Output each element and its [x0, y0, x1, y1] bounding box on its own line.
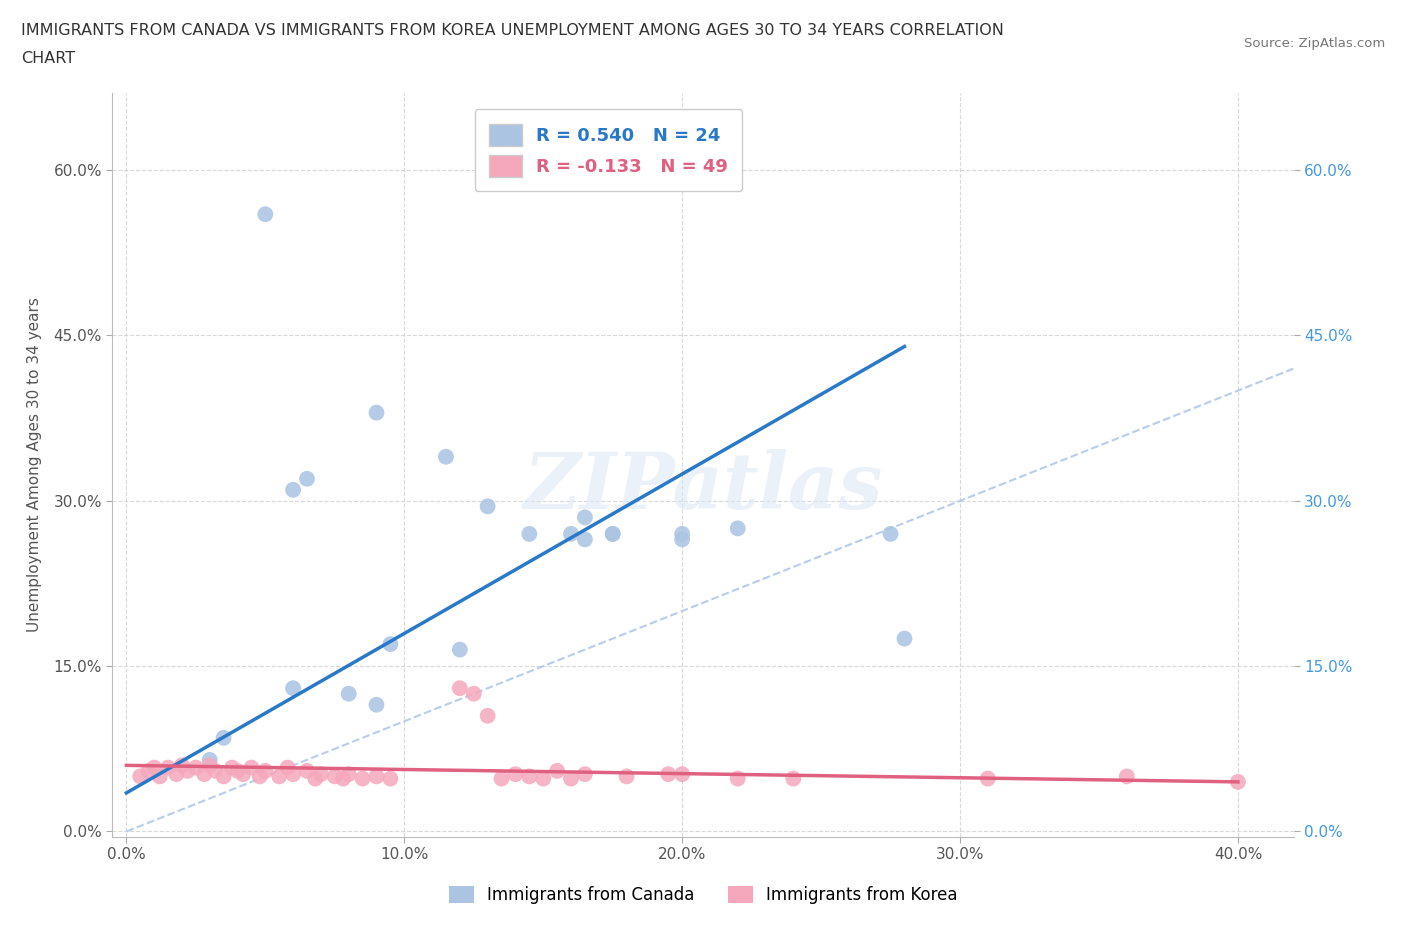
Point	[727, 521, 749, 536]
Text: IMMIGRANTS FROM CANADA VS IMMIGRANTS FROM KOREA UNEMPLOYMENT AMONG AGES 30 TO 34: IMMIGRANTS FROM CANADA VS IMMIGRANTS FRO…	[21, 23, 1004, 38]
Point	[157, 760, 180, 775]
Point	[574, 510, 596, 525]
Point	[198, 758, 221, 773]
Point	[463, 686, 485, 701]
Text: CHART: CHART	[21, 51, 75, 66]
Point	[477, 498, 499, 513]
Point	[602, 526, 624, 541]
Point	[560, 771, 582, 786]
Point	[1226, 775, 1249, 790]
Point	[281, 681, 304, 696]
Point	[491, 771, 513, 786]
Point	[879, 526, 901, 541]
Point	[352, 771, 374, 786]
Point	[221, 760, 243, 775]
Point	[232, 766, 254, 781]
Point	[269, 769, 291, 784]
Point	[143, 760, 166, 775]
Point	[671, 526, 693, 541]
Point	[366, 769, 388, 784]
Point	[170, 758, 193, 773]
Point	[212, 769, 235, 784]
Point	[977, 771, 1000, 786]
Point	[176, 764, 198, 778]
Point	[1115, 769, 1137, 784]
Point	[204, 764, 226, 778]
Point	[249, 769, 271, 784]
Point	[332, 771, 354, 786]
Point	[531, 771, 554, 786]
Point	[281, 483, 304, 498]
Point	[138, 764, 160, 778]
Point	[602, 526, 624, 541]
Point	[505, 766, 527, 781]
Point	[281, 766, 304, 781]
Point	[184, 760, 207, 775]
Point	[574, 766, 596, 781]
Point	[517, 769, 540, 784]
Point	[671, 532, 693, 547]
Text: ZIPatlas: ZIPatlas	[523, 449, 883, 525]
Point	[616, 769, 638, 784]
Point	[337, 766, 360, 781]
Legend: Immigrants from Canada, Immigrants from Korea: Immigrants from Canada, Immigrants from …	[441, 879, 965, 910]
Point	[893, 631, 915, 646]
Point	[304, 771, 326, 786]
Point	[546, 764, 568, 778]
Point	[574, 532, 596, 547]
Point	[165, 766, 187, 781]
Point	[295, 764, 318, 778]
Point	[323, 769, 346, 784]
Point	[671, 766, 693, 781]
Text: Source: ZipAtlas.com: Source: ZipAtlas.com	[1244, 37, 1385, 50]
Point	[129, 769, 152, 784]
Point	[198, 752, 221, 767]
Point	[149, 769, 172, 784]
Point	[782, 771, 804, 786]
Point	[434, 449, 457, 464]
Y-axis label: Unemployment Among Ages 30 to 34 years: Unemployment Among Ages 30 to 34 years	[28, 298, 42, 632]
Point	[449, 681, 471, 696]
Point	[449, 643, 471, 658]
Point	[240, 760, 263, 775]
Point	[657, 766, 679, 781]
Point	[337, 686, 360, 701]
Point	[477, 709, 499, 724]
Point	[366, 405, 388, 420]
Point	[727, 771, 749, 786]
Point	[366, 698, 388, 712]
Point	[193, 766, 215, 781]
Point	[226, 764, 249, 778]
Point	[277, 760, 299, 775]
Point	[212, 730, 235, 745]
Point	[560, 526, 582, 541]
Point	[380, 771, 402, 786]
Point	[295, 472, 318, 486]
Point	[254, 206, 277, 221]
Point	[309, 766, 332, 781]
Point	[254, 764, 277, 778]
Point	[517, 526, 540, 541]
Point	[380, 637, 402, 652]
